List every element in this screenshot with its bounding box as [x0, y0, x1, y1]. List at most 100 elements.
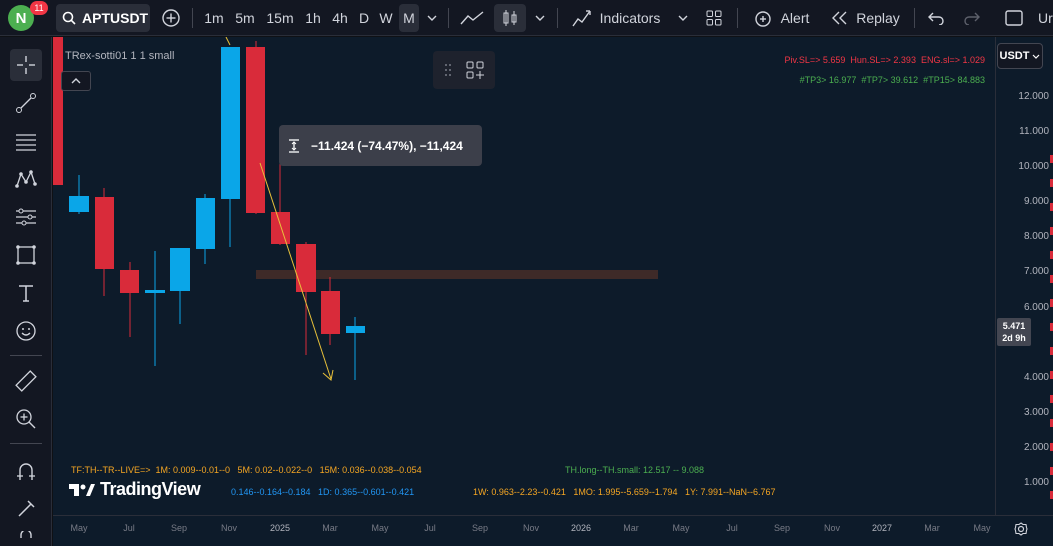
- candles: [53, 37, 365, 380]
- logo-text: TradingView: [100, 479, 201, 499]
- interval-dropdown[interactable]: [423, 4, 441, 32]
- crosshair-tool[interactable]: [10, 49, 42, 81]
- time-label: 2025: [269, 523, 291, 533]
- time-label: Mar: [322, 523, 338, 533]
- interval-w[interactable]: W: [379, 10, 393, 26]
- interval-d[interactable]: D: [358, 10, 370, 26]
- rewind-icon: [832, 11, 847, 25]
- measure-tool[interactable]: [10, 365, 42, 397]
- text-tool[interactable]: [10, 277, 42, 309]
- lock-tool[interactable]: [10, 531, 42, 546]
- price-label: 7.000: [1023, 266, 1049, 277]
- cut-off-label: Ur: [1038, 10, 1053, 26]
- drag-handle-icon[interactable]: [444, 63, 452, 77]
- undo-button[interactable]: [922, 4, 950, 32]
- magnet-icon: [17, 463, 35, 480]
- fullscreen-button[interactable]: [1000, 4, 1028, 32]
- zoom-tool[interactable]: [10, 403, 42, 435]
- undo-icon: [928, 12, 944, 25]
- time-label: Sep: [471, 523, 489, 533]
- floating-toolbar[interactable]: [433, 51, 495, 89]
- chart-type-candles-button[interactable]: [494, 4, 526, 32]
- timeframe-info: TF:TH--TR--LIVE=> 1M: 0.009--0.01--0 5M:…: [71, 465, 422, 475]
- zoom-in-icon: [16, 409, 36, 429]
- replay-button[interactable]: Replay: [826, 4, 906, 32]
- time-label: Nov: [823, 523, 841, 533]
- time-label: Jul: [424, 523, 436, 533]
- layouts-button[interactable]: [700, 4, 728, 32]
- user-avatar[interactable]: N: [8, 5, 34, 31]
- symbol-search-button[interactable]: APTUSDT: [56, 4, 150, 32]
- symbol-label: APTUSDT: [82, 10, 149, 26]
- chart-settings-button[interactable]: [1011, 519, 1031, 539]
- prediction-tool[interactable]: [10, 201, 42, 233]
- alert-button[interactable]: Alert: [746, 4, 816, 32]
- indicators-dropdown[interactable]: [674, 4, 692, 32]
- price-label: 9.000: [1023, 196, 1049, 207]
- chevron-down-icon: [678, 15, 688, 21]
- time-label: Mar: [623, 523, 639, 533]
- chevron-down-icon: [427, 15, 437, 21]
- range-icon: [289, 138, 299, 153]
- time-label: 2027: [871, 523, 893, 533]
- sliders-icon: [16, 208, 36, 226]
- currency-selector[interactable]: USDT: [997, 43, 1043, 69]
- interval-1h[interactable]: 1h: [305, 10, 321, 26]
- compare-add-button[interactable]: [158, 4, 184, 32]
- price-label: 10.000: [1018, 161, 1049, 172]
- price-label: 3.000: [1023, 407, 1049, 418]
- top-toolbar: N 11 APTUSDT 1m 5m 15m 1h 4h D W M Indic…: [0, 0, 1053, 36]
- add-object-icon[interactable]: [466, 61, 484, 79]
- lines-icon: [16, 134, 36, 151]
- price-label: 12.000: [1018, 91, 1049, 102]
- gear-icon: [1014, 522, 1028, 536]
- time-label: May: [672, 523, 690, 533]
- trendline-tool[interactable]: [10, 87, 42, 119]
- redo-button[interactable]: [958, 4, 986, 32]
- price-scale[interactable]: 12.000 11.000 10.000 9.000 8.000 7.000 6…: [995, 37, 1053, 515]
- interval-5m[interactable]: 5m: [235, 10, 255, 26]
- emoji-tool[interactable]: [10, 315, 42, 347]
- lock-icon: [20, 531, 32, 538]
- chart-type-line-button[interactable]: [456, 4, 488, 32]
- time-scale[interactable]: May Jul Sep Nov 2025 Mar May Jul Sep Nov…: [53, 515, 1053, 546]
- pattern-icon: [15, 170, 37, 188]
- collapse-legend-button[interactable]: [61, 71, 91, 91]
- daily-info: 0.146--0.164--0.184 1D: 0.365--0.601--0.…: [231, 487, 415, 497]
- drawing-toolbar: [0, 37, 52, 546]
- trendline-icon: [16, 93, 36, 113]
- indicators-label: Indicators: [599, 10, 661, 26]
- indicators-button[interactable]: Indicators: [566, 4, 666, 32]
- indicators-icon: [572, 10, 591, 27]
- line-chart-icon: [460, 11, 484, 25]
- shape-tool[interactable]: [10, 239, 42, 271]
- rectangle-icon: [16, 245, 36, 265]
- time-label: Nov: [220, 523, 238, 533]
- time-label: May: [371, 523, 389, 533]
- fib-tool[interactable]: [10, 125, 42, 157]
- grid-icon: [706, 10, 722, 26]
- interval-4h[interactable]: 4h: [332, 10, 348, 26]
- chart-type-dropdown[interactable]: [531, 4, 549, 32]
- time-label: Jul: [726, 523, 738, 533]
- tradingview-logo-icon: [69, 483, 95, 496]
- drawing-mode-tool[interactable]: [10, 493, 42, 525]
- chevron-up-icon: [71, 78, 81, 84]
- tooltip-value: −11.424 (−74.47%), −11,424: [311, 138, 463, 153]
- measure-tooltip: −11.424 (−74.47%), −11,424: [279, 125, 482, 166]
- replay-label: Replay: [856, 10, 900, 26]
- pattern-tool[interactable]: [10, 163, 42, 195]
- chart-pane[interactable]: TRex-sotti01 1 1 small Piv.SL=> 5.659 Hu…: [53, 37, 995, 515]
- smiley-icon: [16, 321, 36, 341]
- interval-m[interactable]: M: [399, 4, 419, 32]
- bar-countdown: 2d 9h: [1002, 333, 1026, 343]
- time-label: Mar: [924, 523, 940, 533]
- tradingview-logo[interactable]: TradingView: [68, 479, 201, 500]
- magnet-tool[interactable]: [10, 455, 42, 487]
- interval-15m[interactable]: 15m: [266, 10, 294, 26]
- level-zone: [256, 270, 658, 279]
- time-label: Sep: [170, 523, 188, 533]
- interval-1m[interactable]: 1m: [204, 10, 224, 26]
- alert-label: Alert: [780, 10, 810, 26]
- price-label: 8.000: [1023, 231, 1049, 242]
